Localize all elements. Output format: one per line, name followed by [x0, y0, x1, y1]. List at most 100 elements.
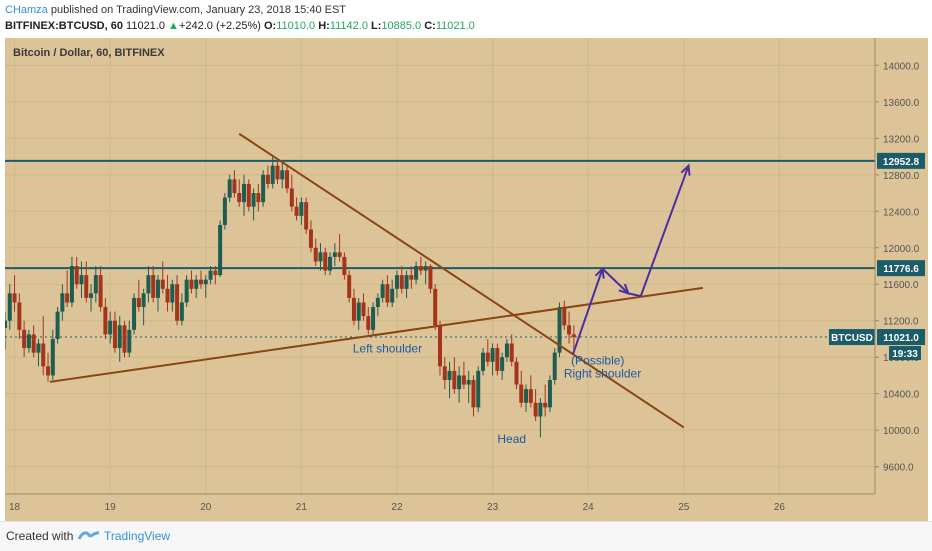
countdown-label: 19:33 [892, 349, 918, 360]
candle-body [495, 348, 500, 371]
candle-body [179, 302, 184, 321]
candle-body [308, 229, 313, 248]
candle-body [390, 288, 395, 303]
candle-body [500, 357, 505, 371]
candle-body [242, 183, 247, 203]
candle-body [237, 193, 242, 203]
candle-body [375, 297, 380, 308]
candle-body [547, 380, 552, 408]
candle-body [280, 170, 285, 180]
candle-body [69, 266, 74, 303]
candle-body [246, 183, 251, 207]
candle-body [184, 279, 189, 303]
candle-body [323, 252, 328, 271]
candle-body [41, 343, 46, 367]
candle-body [294, 206, 299, 216]
candle-body [208, 270, 213, 280]
candle-body [60, 293, 65, 312]
header-bar: CHamza published on TradingView.com, Jan… [0, 0, 932, 38]
price-tick-label: 11200.0 [883, 317, 919, 328]
chart-background [5, 38, 928, 521]
chart-area[interactable]: BTCUSD Left shoulder Head (Possible) Right … [3, 38, 928, 521]
candle-body [404, 275, 409, 289]
symbol-info: BITFINEX:BTCUSD, 60 11021.0 ▲+242.0 (+2.… [5, 20, 475, 32]
tradingview-logo-icon[interactable] [78, 529, 100, 543]
price-tick-label: 12000.0 [883, 244, 920, 255]
high-value: 11142.0 [329, 20, 368, 32]
time-tick-label: 22 [391, 502, 403, 513]
candle-body [151, 275, 156, 298]
candle-body [433, 288, 438, 326]
candle-body [285, 170, 290, 189]
candle-body [476, 370, 481, 408]
candle-body [418, 266, 423, 271]
time-tick-label: 19 [105, 502, 117, 513]
candle-body [160, 279, 165, 289]
projection-segment [601, 268, 630, 295]
projection-segment [639, 165, 690, 297]
candle-body [423, 266, 428, 271]
candle-body [356, 302, 361, 321]
low-label: L: [371, 20, 382, 32]
time-tick-label: 24 [583, 502, 595, 513]
candle-body [146, 275, 151, 294]
candle-body [275, 165, 280, 180]
candle-body [26, 334, 31, 349]
candle-body [428, 266, 433, 289]
time-tick-label: 20 [200, 502, 212, 513]
candle-body [175, 284, 180, 321]
candle-body [265, 174, 270, 184]
projection-segment [628, 292, 641, 298]
candle-body [7, 293, 12, 321]
candle-body [538, 402, 543, 417]
candle-body [103, 307, 108, 335]
candle-body [514, 361, 519, 385]
candle-body [12, 293, 17, 303]
price-change: +242.0 (+2.25%) [178, 20, 261, 32]
price-tick-label: 12800.0 [883, 171, 920, 182]
candle-body [22, 329, 27, 349]
close-value: 11021.0 [435, 20, 475, 32]
candle-body [533, 402, 538, 417]
price-axis-bg [875, 38, 928, 521]
candle-body [371, 307, 376, 330]
candle-body [461, 375, 466, 385]
projection-arrows [571, 163, 691, 355]
pattern-annotation: Head [497, 432, 526, 446]
projection-segment [571, 268, 604, 355]
candle-body [251, 193, 256, 207]
candles [3, 156, 576, 438]
candle-body [457, 375, 462, 390]
candle-body [571, 334, 576, 338]
price-axis[interactable]: 9600.010000.010400.010800.011200.011600.… [874, 38, 928, 521]
candle-body [170, 284, 175, 303]
annotations: Left shoulder Head (Possible)Right shoulde… [353, 342, 642, 446]
candle-body [543, 402, 548, 408]
candle-body [261, 174, 266, 203]
candle-body [232, 179, 237, 194]
candle-body [136, 297, 141, 308]
tradingview-brand-link[interactable]: TradingView [104, 529, 171, 543]
open-label: O: [263, 20, 277, 32]
candle-body [304, 202, 309, 230]
candle-body [567, 325, 572, 335]
candle-body [347, 275, 352, 298]
close-label: C: [424, 20, 436, 32]
symbol-label: BITFINEX:BTCUSD, 60 [5, 20, 123, 32]
candle-body [509, 343, 514, 362]
projection-arrowhead [680, 163, 691, 176]
price-tick-label: 13600.0 [883, 98, 920, 109]
candle-body [528, 389, 533, 403]
time-tick-label: 21 [296, 502, 308, 513]
candle-body [165, 288, 170, 303]
pattern-annotation: Right shoulder [564, 366, 641, 380]
candle-body [394, 275, 399, 289]
time-tick-label: 23 [487, 502, 499, 513]
candle-body [17, 302, 22, 330]
candle-body [485, 352, 490, 362]
time-axis[interactable]: 18 19 20 21 22 23 24 25 26 [5, 493, 875, 513]
author-link[interactable]: CHamza [5, 4, 48, 16]
price-tick-label: 10000.0 [883, 426, 920, 437]
level-price-label: 12952.8 [883, 157, 920, 168]
price-chart[interactable]: BTCUSD Left shoulder Head (Possible)Right … [3, 38, 928, 521]
